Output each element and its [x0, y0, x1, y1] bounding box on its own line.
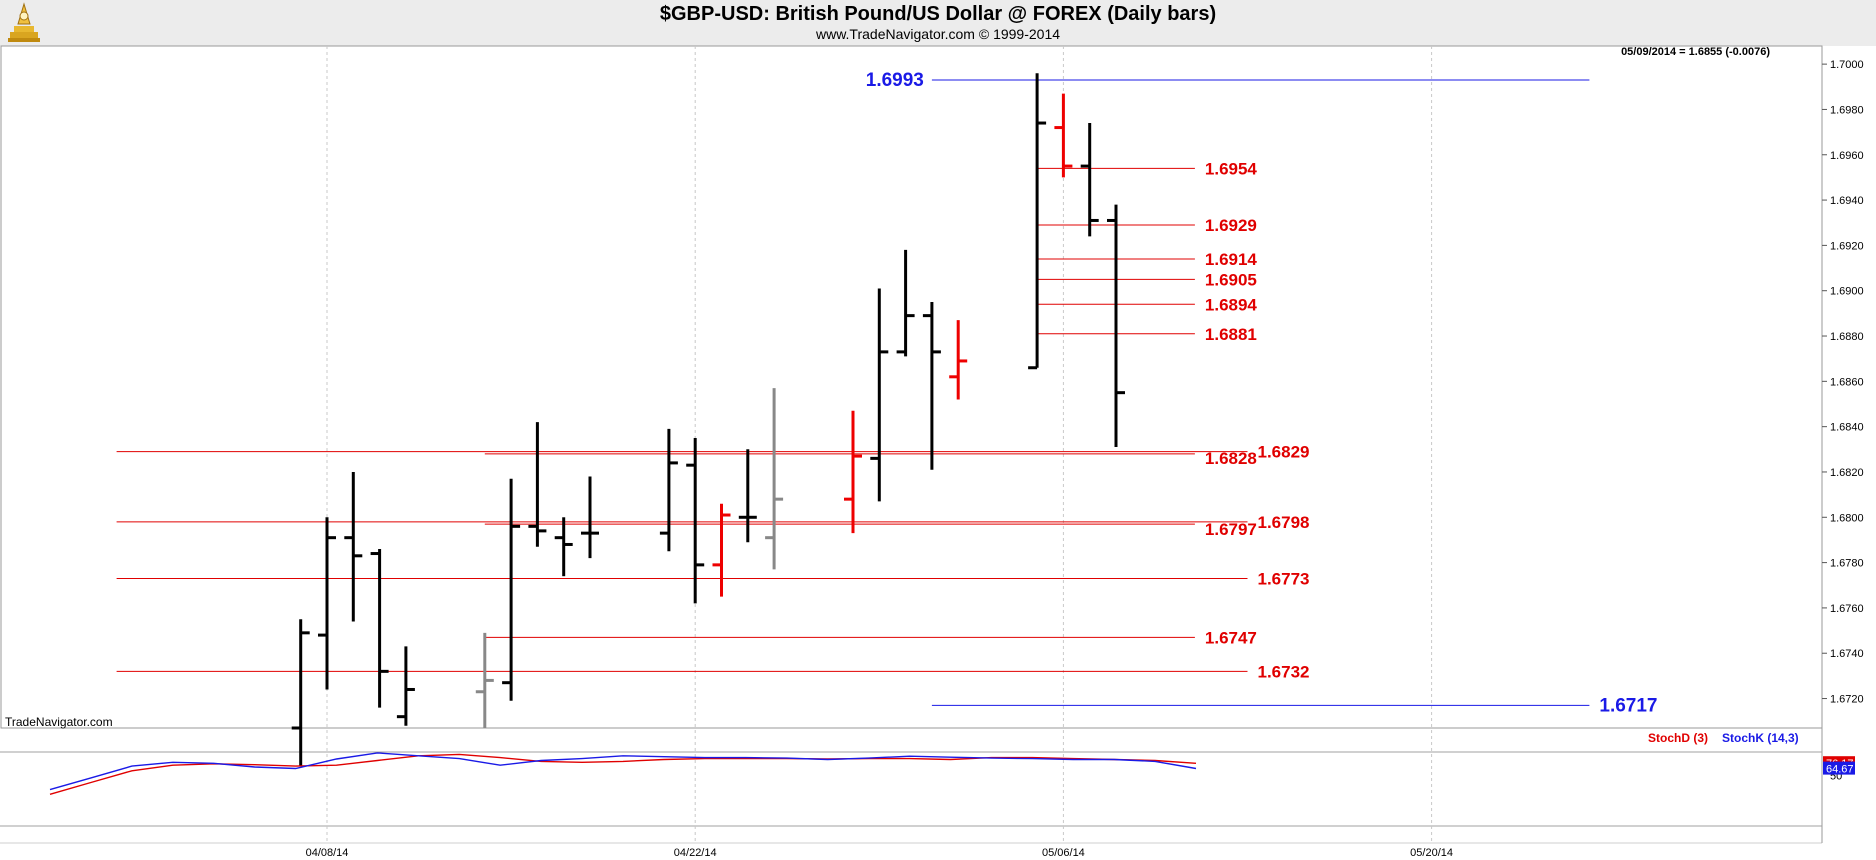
level-label: 1.6798: [1258, 513, 1310, 532]
watermark-text: TradeNavigator.com: [5, 715, 113, 729]
level-label: 1.6797: [1205, 520, 1257, 539]
x-tick-label: 05/06/14: [1042, 847, 1085, 859]
y-tick-label: 1.6940: [1830, 195, 1864, 207]
y-tick-label: 1.6780: [1830, 558, 1864, 570]
stochk-line: [49, 752, 1197, 791]
level-label: 1.6905: [1205, 270, 1257, 289]
trade-navigator-logo-icon: [8, 2, 40, 42]
legend-stochk: StochK (14,3): [1722, 731, 1799, 745]
chart-header: [0, 0, 1876, 46]
y-tick-label: 1.6960: [1830, 150, 1864, 162]
y-tick-label: 1.6860: [1830, 376, 1864, 388]
level-label: 1.6773: [1258, 569, 1310, 588]
stochk-last-box: [1823, 761, 1855, 775]
y-tick-label: 1.6720: [1830, 694, 1864, 706]
level-label: 1.6929: [1205, 216, 1257, 235]
y-tick-label: 1.6800: [1830, 512, 1864, 524]
level-label: 1.6828: [1205, 449, 1257, 468]
y-tick-label: 1.6980: [1830, 104, 1864, 116]
x-tick-label: 04/22/14: [674, 847, 717, 859]
y-tick-label: 1.6740: [1830, 648, 1864, 660]
y-tick-label: 1.7000: [1830, 59, 1864, 71]
price-panel-frame: [0, 45, 1823, 729]
y-tick-label: 1.6880: [1830, 331, 1864, 343]
stochd-line: [49, 753, 1197, 795]
y-tick-label: 1.6820: [1830, 467, 1864, 479]
level-label: 1.6829: [1258, 443, 1310, 462]
level-label: 1.6747: [1205, 628, 1257, 647]
level-label: 1.6954: [1205, 159, 1258, 178]
chart-title: $GBP-USD: British Pound/US Dollar @ FORE…: [659, 3, 1217, 25]
y-tick-label: 1.6920: [1830, 240, 1864, 252]
x-tick-label: 04/08/14: [306, 847, 349, 859]
level-label: 1.6993: [866, 70, 924, 91]
x-tick-label: 05/20/14: [1410, 847, 1453, 859]
legend-stochd: StochD (3): [1648, 731, 1708, 745]
y-tick-label: 1.6840: [1830, 422, 1864, 434]
copyright-text: www.TradeNavigator.com © 1999-2014: [815, 26, 1061, 42]
last-quote: 05/09/2014 = 1.6855 (-0.0076): [1621, 46, 1770, 58]
level-label: 1.6732: [1258, 662, 1310, 681]
level-label: 1.6881: [1205, 325, 1257, 344]
y-tick-label: 1.6900: [1830, 286, 1864, 298]
level-label: 1.6914: [1205, 250, 1258, 269]
stochk-last-value: 64.67: [1826, 764, 1854, 776]
level-label: 1.6894: [1205, 295, 1258, 314]
level-label: 1.6717: [1599, 695, 1657, 716]
y-tick-label: 1.6760: [1830, 603, 1864, 615]
